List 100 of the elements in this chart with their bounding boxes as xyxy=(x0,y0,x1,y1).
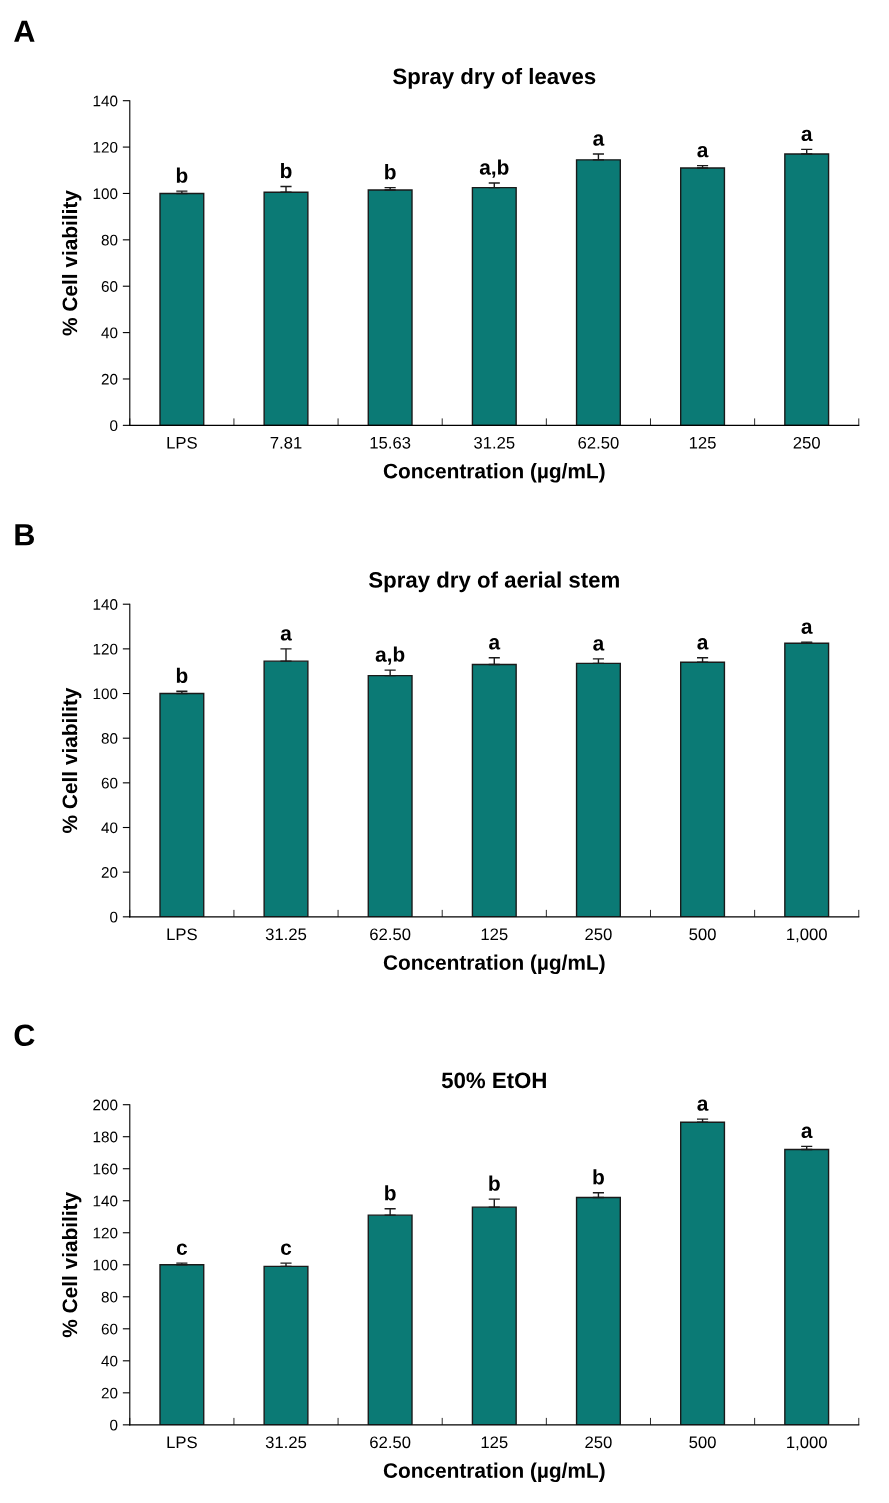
y-axis-title: % Cell viability xyxy=(61,687,82,833)
bar xyxy=(159,692,205,917)
annotation: b xyxy=(176,167,188,183)
x-tick-label: LPS xyxy=(167,1436,197,1449)
bar xyxy=(263,1265,309,1425)
bar xyxy=(159,1264,205,1425)
x-tick-label: 1,000 xyxy=(787,1436,827,1451)
annotation: a,b xyxy=(375,646,405,665)
x-tick-label: 31.25 xyxy=(265,928,307,941)
bar xyxy=(159,192,205,426)
bar xyxy=(784,153,830,426)
x-tick-label: 15.63 xyxy=(370,436,411,449)
annotation: b xyxy=(593,1169,604,1185)
bar xyxy=(263,660,309,917)
annotation: b xyxy=(385,164,396,180)
bar xyxy=(263,191,309,426)
y-tick-label: 100 xyxy=(93,1259,118,1271)
annotation: b xyxy=(489,1175,500,1191)
y-tick-label: 120 xyxy=(93,643,118,655)
bar xyxy=(367,674,413,917)
x-tick-label: 125 xyxy=(689,436,716,449)
text: A xyxy=(14,20,35,42)
y-tick-label: 140 xyxy=(93,599,118,610)
bar xyxy=(575,1196,621,1425)
chart-title: Spray dry of leaves xyxy=(393,67,596,89)
y-tick-label: 80 xyxy=(101,733,118,744)
y-tick-label: 0 xyxy=(110,1419,118,1431)
y-tick-label: 120 xyxy=(93,141,118,153)
y-tick-label: 180 xyxy=(93,1131,118,1143)
annotation: a xyxy=(593,639,605,651)
y-tick-label: 80 xyxy=(101,234,118,246)
bar xyxy=(679,1121,726,1425)
y-tick-label: 20 xyxy=(101,867,118,878)
y-tick-label: 20 xyxy=(101,373,118,385)
x-tick-label: 500 xyxy=(689,928,716,941)
y-tick-label: 40 xyxy=(101,822,118,834)
annotation: b xyxy=(385,1185,396,1201)
chart-title: 50% EtOH xyxy=(441,1072,546,1089)
y-tick-label: 120 xyxy=(93,1227,118,1239)
y-tick-label: 40 xyxy=(101,1355,118,1367)
annotation: c xyxy=(176,1243,188,1255)
x-tick-label: 7.81 xyxy=(270,436,302,449)
annotation: a,b xyxy=(479,159,509,178)
text: C xyxy=(14,1024,35,1047)
x-tick-label: 125 xyxy=(481,1436,508,1449)
y-tick-label: 80 xyxy=(101,1291,118,1303)
annotation: a xyxy=(801,622,813,634)
x-tick-label: 1,000 xyxy=(787,928,827,943)
x-tick-label: 31.25 xyxy=(265,1436,307,1449)
bar xyxy=(575,662,621,917)
annotation: a xyxy=(593,134,605,146)
annotation: a xyxy=(697,638,709,650)
y-tick-label: 100 xyxy=(93,688,118,700)
y-tick-label: 200 xyxy=(93,1099,118,1111)
y-tick-label: 0 xyxy=(110,911,118,923)
y-axis-title: % Cell viability xyxy=(61,190,82,336)
x-tick-label: 62.50 xyxy=(370,928,411,941)
y-tick-label: 20 xyxy=(101,1387,118,1399)
annotation: a xyxy=(801,129,813,142)
bar xyxy=(471,186,517,426)
bar xyxy=(575,159,621,426)
chart-title: Spray dry of aerial stem xyxy=(368,571,619,593)
bar xyxy=(679,661,726,917)
x-tick-label: 31.25 xyxy=(474,436,515,449)
y-tick-label: 60 xyxy=(101,1323,118,1335)
bar xyxy=(471,1206,517,1425)
x-tick-label: 125 xyxy=(481,928,508,941)
annotation: b xyxy=(176,667,188,684)
y-tick-label: 60 xyxy=(101,777,118,789)
y-tick-label: 40 xyxy=(101,327,118,339)
annotation: a xyxy=(280,629,292,641)
bar xyxy=(784,1148,830,1425)
y-tick-label: 0 xyxy=(110,420,118,432)
annotation: b xyxy=(281,162,292,179)
y-tick-label: 140 xyxy=(93,1195,118,1207)
annotation: a xyxy=(697,1099,709,1111)
bar xyxy=(784,642,830,917)
annotation: c xyxy=(281,1243,292,1255)
bar xyxy=(679,167,726,426)
x-tick-label: 250 xyxy=(585,928,612,941)
y-tick-label: 60 xyxy=(101,281,118,292)
x-axis-title: Concentration (µg/mL) xyxy=(383,463,605,483)
x-tick-label: 250 xyxy=(793,436,820,449)
x-tick-label: 62.50 xyxy=(578,436,619,449)
annotation: a xyxy=(697,145,709,158)
x-tick-label: LPS xyxy=(167,928,197,941)
y-tick-label: 100 xyxy=(93,188,118,200)
annotation: a xyxy=(801,1126,813,1139)
y-axis-title: % Cell viability xyxy=(61,1191,82,1338)
text: B xyxy=(15,524,35,546)
x-tick-label: 250 xyxy=(585,1436,612,1449)
y-tick-label: 140 xyxy=(93,95,118,107)
x-axis-title: Concentration (µg/mL) xyxy=(383,954,605,975)
x-axis-title: Concentration (µg/mL) xyxy=(383,1462,605,1483)
x-tick-label: LPS xyxy=(167,436,197,449)
bar xyxy=(367,189,413,426)
x-tick-label: 500 xyxy=(689,1436,716,1449)
y-tick-label: 160 xyxy=(93,1163,118,1175)
bar xyxy=(367,1214,413,1425)
x-tick-label: 62.50 xyxy=(370,1436,411,1449)
